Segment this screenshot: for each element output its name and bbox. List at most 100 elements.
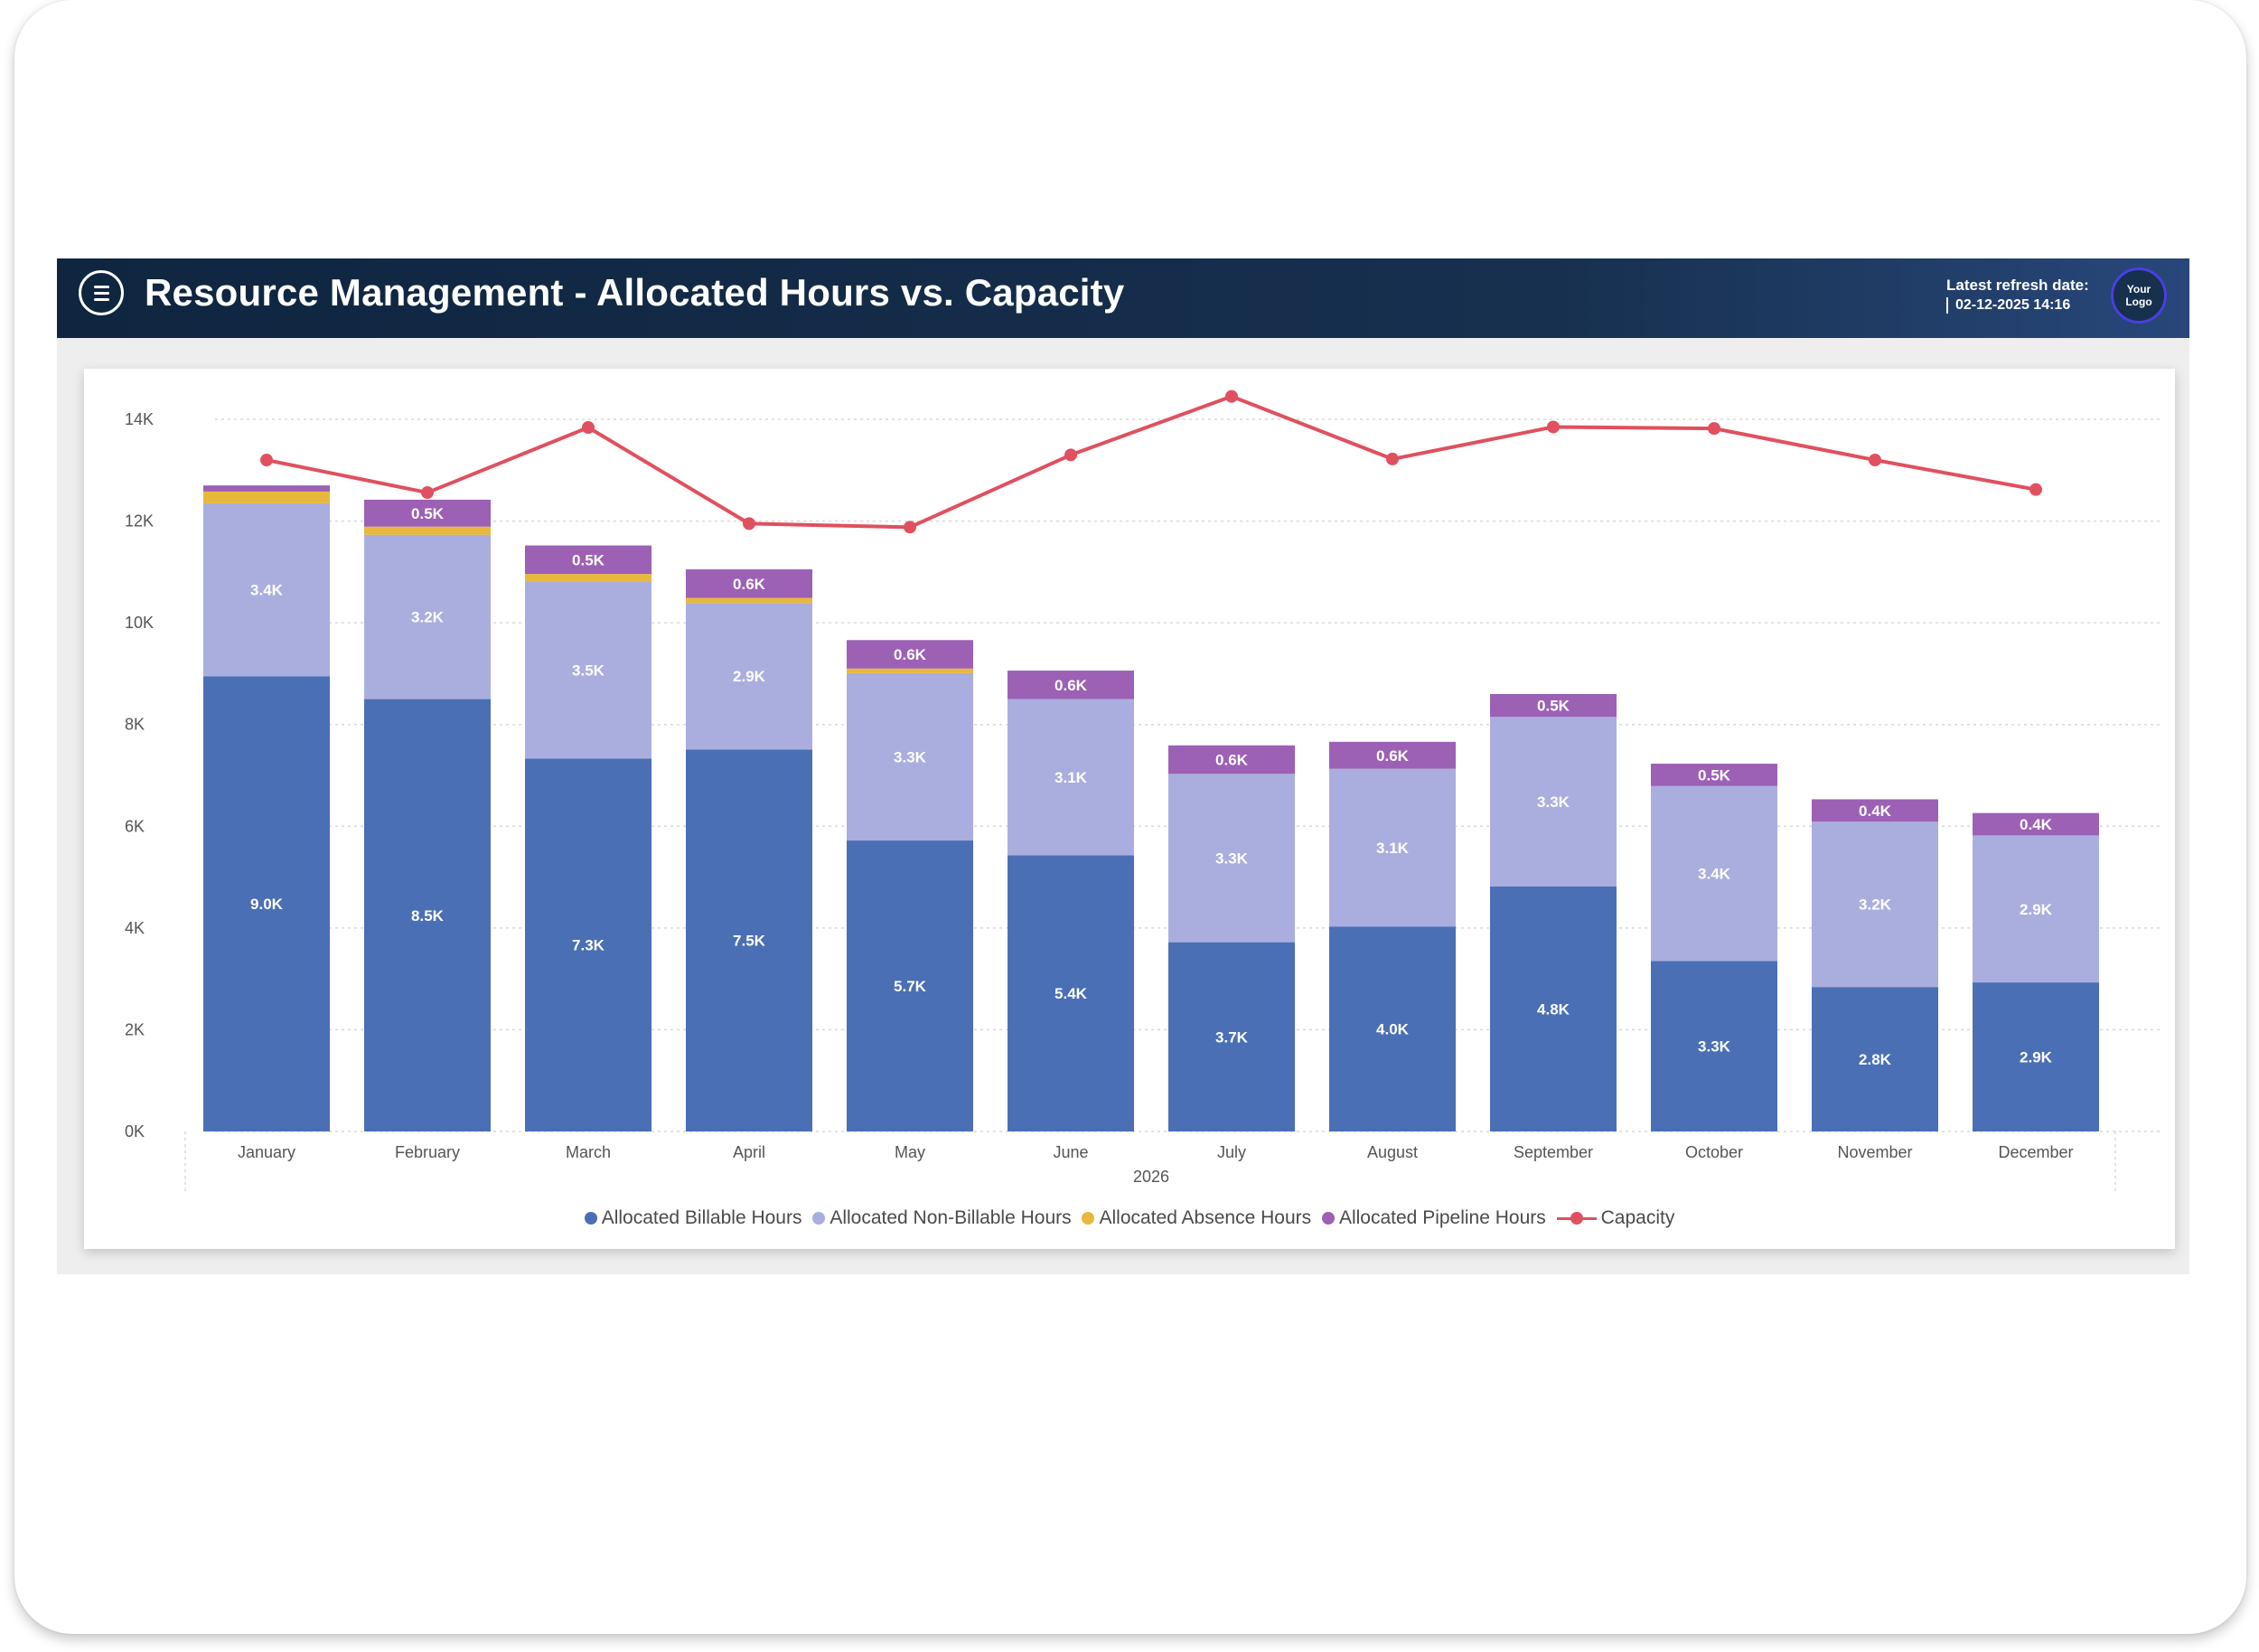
data-label: 0.4K [2020,816,2053,833]
legend-item-absence[interactable]: Allocated Absence Hours [1082,1207,1311,1229]
capacity-point [1386,452,1399,465]
bar-segment [364,699,491,1131]
x-tick-label: June [1053,1143,1088,1161]
data-label: 2.9K [733,668,766,685]
bar-segment [847,672,973,841]
data-label: 3.2K [1859,896,1892,914]
capacity-point [582,421,595,435]
data-label: 5.7K [894,978,927,995]
data-label: 0.5K [1698,766,1731,784]
bar-segment [525,581,651,759]
capacity-point [904,521,916,534]
legend-label: Allocated Absence Hours [1099,1207,1312,1228]
data-label: 0.6K [1215,752,1249,769]
legend-marker [812,1212,826,1225]
bar-segment [686,569,812,598]
bar-segment [1812,799,1938,822]
legend-item-billable[interactable]: Allocated Billable Hours [584,1207,801,1229]
data-label: 0.5K [411,505,445,522]
legend-item-capacity[interactable]: Capacity [1556,1207,1675,1229]
capacity-line [266,394,2037,530]
bar-segment [364,499,491,527]
bar-segment [1490,886,1617,1131]
capacity-point [1708,422,1720,436]
capacity-point [1869,454,1881,467]
capacity-point [743,517,755,530]
x-tick-label: January [238,1143,295,1161]
hamburger-menu-icon[interactable] [79,270,124,315]
bar-segment [525,545,651,575]
bar-segment [1651,764,1777,786]
capacity-point [1547,420,1560,434]
legend-marker [1321,1212,1335,1225]
bar-segment [525,574,651,582]
data-label: 0.6K [894,646,927,663]
bar-segment [1651,961,1777,1131]
bar-segment [686,597,812,604]
bar-segment [1329,768,1456,927]
bar-segment [1651,785,1777,962]
legend-item-pipeline[interactable]: Allocated Pipeline Hours [1321,1207,1546,1229]
stacked-bar-chart: 0K 2K 4K 6K 8K 10K 12K 14K 9.0K 3.4K January 8.5K 3.… [125,390,2162,1191]
x-tick-label: July [1217,1143,1246,1161]
x-tick-label: August [1367,1143,1418,1161]
chart-card: 0K 2K 4K 6K 8K 10K 12K 14K 9.0K 3.4K January 8.5K 3.… [84,369,2175,1249]
report-header: Resource Management - Allocated Hours vs… [57,258,2189,338]
data-label: 3.5K [572,662,605,679]
data-label: 5.4K [1055,985,1088,1002]
data-label: 3.1K [1055,769,1088,786]
x-tick-label: November [1837,1143,1912,1161]
y-tick-label: 6K [125,817,145,835]
x-tick-label: December [1998,1143,2073,1161]
bar-segment [847,840,973,1131]
data-label: 0.4K [1859,803,1892,820]
x-tick-label: March [566,1143,611,1161]
x-axis-title: 2026 [1133,1168,1169,1186]
x-tick-label: April [733,1143,765,1161]
capacity-point [421,486,434,500]
legend-marker [1082,1212,1095,1225]
y-tick-label: 12K [125,512,154,530]
x-tick-label: September [1514,1143,1593,1161]
bar-segment [1973,812,2099,836]
refresh-date-value: 02-12-2025 14:16 [1946,297,2070,314]
data-label: 3.3K [1215,849,1249,867]
bar-segment [686,603,812,750]
bar-segment [1168,774,1295,943]
bar-segment [525,758,651,1131]
legend-item-non-billable[interactable]: Allocated Non-Billable Hours [812,1207,1072,1229]
legend-label: Allocated Non-Billable Hours [830,1207,1072,1228]
legend-label: Capacity [1600,1207,1675,1228]
data-label: 3.7K [1215,1028,1249,1046]
y-tick-label: 0K [125,1122,145,1140]
legend-label: Allocated Pipeline Hours [1338,1207,1546,1228]
data-label: 3.3K [1698,1038,1731,1056]
page-title: Resource Management - Allocated Hours vs… [145,271,1125,314]
capacity-point [2029,483,2042,496]
bar-segment [1008,671,1134,699]
data-label: 3.4K [250,582,284,599]
data-label: 3.2K [411,609,445,626]
data-label: 0.5K [1537,698,1570,715]
capacity-point [1225,390,1238,403]
bar-segment [203,491,330,503]
data-label: 4.8K [1537,1000,1570,1018]
bar-segment [1168,942,1295,1131]
data-label: 2.9K [2020,1049,2053,1066]
bar-segment [1008,699,1134,856]
data-label: 3.4K [1698,866,1731,883]
bar-segment [1490,717,1617,887]
bar-segment [203,485,330,492]
capacity-point [260,454,273,467]
data-label: 7.3K [572,937,605,954]
y-tick-label: 4K [125,919,145,937]
bar-segment [364,534,491,699]
y-tick-label: 2K [125,1020,145,1038]
bar-segment [203,502,330,677]
bar-segment [1008,855,1134,1131]
bar-segment [1812,821,1938,988]
company-logo: Your Logo [2111,268,2167,324]
legend-marker [1556,1212,1597,1225]
bar-segment [1168,745,1295,774]
bar-segment [1329,926,1456,1131]
